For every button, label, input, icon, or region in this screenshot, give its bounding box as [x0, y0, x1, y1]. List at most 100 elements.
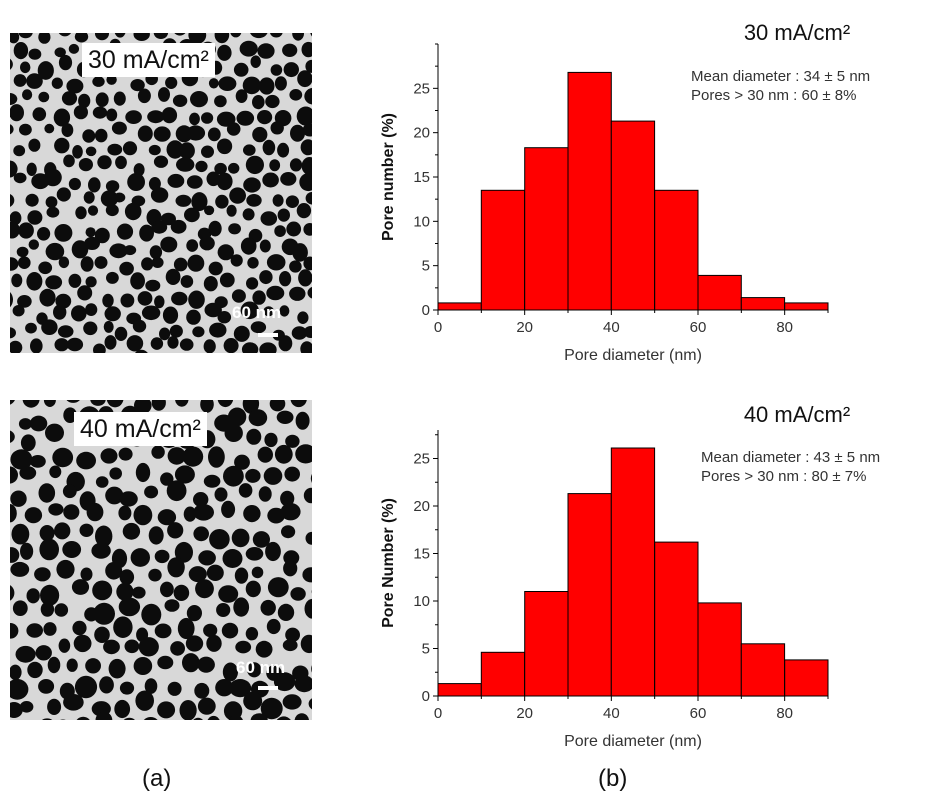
histogram-bar [654, 541, 699, 697]
pore [274, 444, 293, 464]
pore [282, 43, 298, 57]
pore [18, 418, 32, 430]
pore [282, 694, 302, 710]
y-tick-label: 5 [422, 258, 430, 275]
pore [83, 321, 98, 336]
pore [305, 531, 312, 545]
pore [278, 335, 293, 352]
pore [226, 204, 237, 217]
pore [270, 33, 283, 38]
pore [151, 220, 168, 234]
pore [218, 585, 239, 603]
pore [260, 211, 278, 226]
pore [217, 244, 234, 261]
pore [248, 409, 268, 427]
histogram-bar [654, 189, 699, 311]
pore [206, 564, 224, 581]
pore [242, 208, 255, 221]
histogram-bar [697, 274, 742, 311]
pore [148, 144, 161, 156]
pore [276, 410, 294, 424]
pore [283, 560, 298, 577]
pore [109, 467, 122, 480]
pore [11, 273, 23, 288]
pore [40, 601, 55, 617]
pore [153, 155, 169, 168]
pore [92, 580, 113, 601]
pore [304, 87, 312, 105]
sem-label-30: 30 mA/cm² [82, 43, 215, 77]
pore [305, 59, 312, 73]
pore [160, 236, 178, 253]
pore [193, 492, 209, 507]
pore [223, 701, 243, 720]
pore [66, 400, 80, 403]
pore [25, 322, 37, 334]
pore [100, 448, 118, 464]
pore [73, 634, 92, 653]
pore [195, 579, 214, 599]
pore [15, 645, 36, 663]
pore [120, 293, 135, 308]
x-tick-label: 60 [690, 319, 707, 336]
pore [188, 566, 207, 583]
pore [13, 42, 29, 60]
pore [154, 549, 170, 564]
pore [44, 123, 55, 134]
pore [245, 547, 264, 561]
pore [105, 204, 119, 217]
pore [71, 305, 87, 322]
pore [172, 94, 188, 107]
pore [85, 658, 101, 674]
pore [78, 158, 93, 172]
pore [154, 295, 165, 309]
pore [190, 91, 208, 108]
scale-bar-label: 60 nm [236, 658, 286, 677]
pore [130, 272, 145, 290]
y-tick-label: 15 [413, 546, 430, 563]
pore [141, 603, 162, 626]
pore [26, 588, 40, 604]
pore [10, 504, 17, 523]
histogram-bar [697, 602, 742, 697]
pore [223, 338, 239, 353]
pore [10, 340, 23, 353]
pore [303, 223, 312, 236]
pore [266, 285, 285, 301]
x-tick-label: 40 [603, 319, 620, 336]
pore [166, 140, 184, 159]
pore [143, 717, 158, 720]
pore [169, 324, 183, 338]
pore [266, 254, 286, 271]
pore [201, 112, 214, 124]
pore [114, 326, 128, 341]
pore [37, 61, 54, 80]
pore [10, 104, 24, 122]
pore [114, 33, 126, 38]
histogram-bar [437, 302, 482, 311]
pore [56, 187, 71, 202]
pore [276, 716, 291, 720]
pore [257, 446, 273, 463]
pore [230, 33, 242, 38]
pore [92, 76, 105, 87]
pore [54, 224, 73, 242]
pore [303, 326, 312, 338]
pore [105, 486, 124, 505]
pore [54, 338, 69, 352]
pore [204, 205, 215, 216]
pore [76, 451, 96, 470]
pore [114, 699, 131, 719]
pore [19, 466, 37, 480]
pore [310, 33, 312, 37]
pore [10, 449, 33, 470]
pore [279, 271, 292, 287]
pore [208, 446, 225, 468]
pore [177, 617, 195, 640]
pore [259, 342, 277, 353]
pore [258, 486, 272, 502]
pore [263, 467, 283, 485]
x-tick-label: 0 [434, 705, 442, 722]
y-tick-label: 25 [413, 451, 430, 468]
pore [80, 256, 94, 272]
